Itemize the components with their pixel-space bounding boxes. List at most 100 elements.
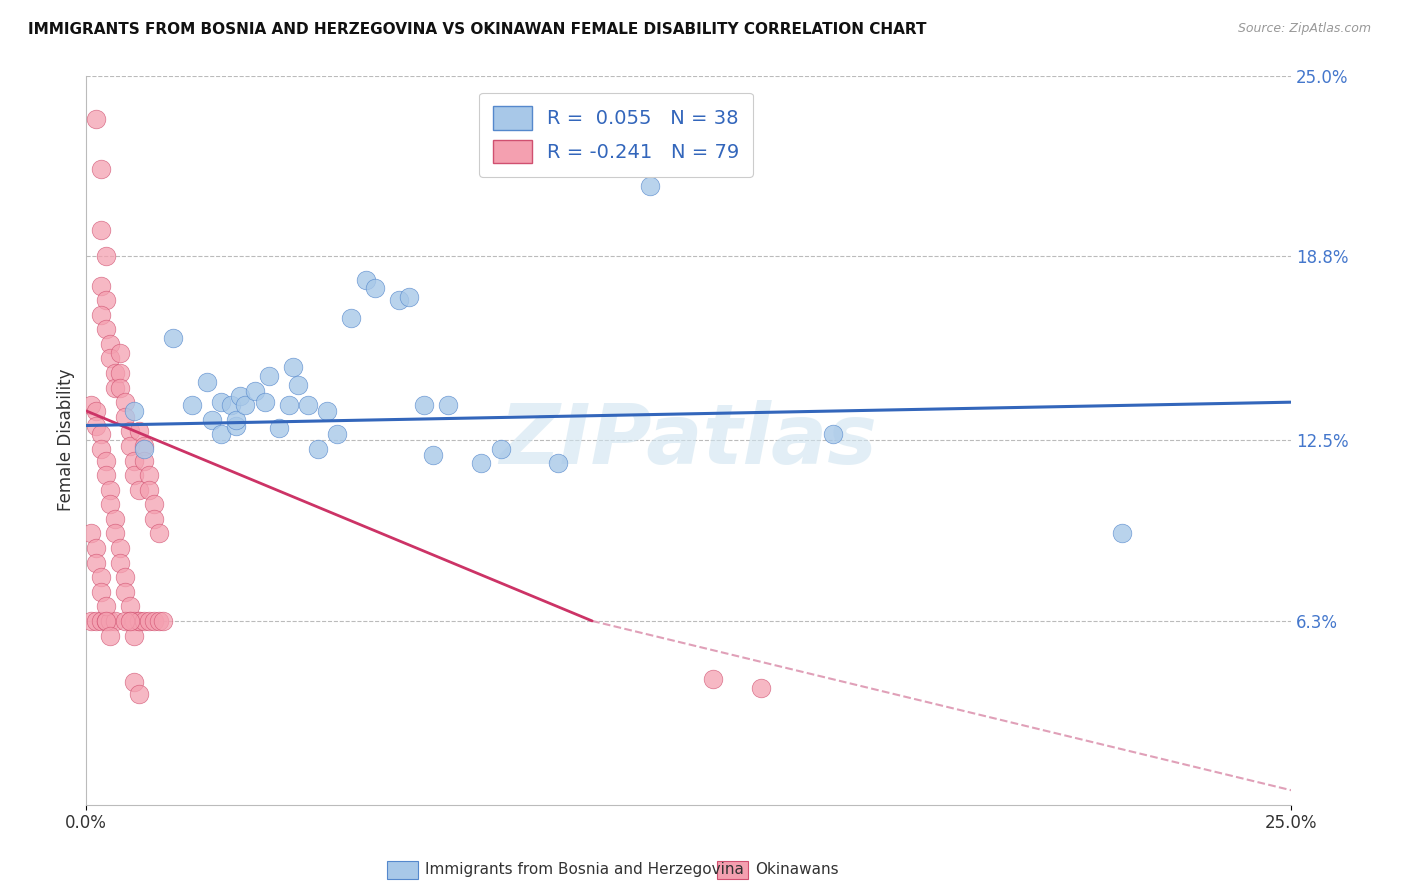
Point: [124, 614, 146, 628]
Point: [124, 468, 146, 483]
Point: [638, 179, 661, 194]
Point: [354, 273, 377, 287]
Point: [124, 453, 146, 467]
Point: [90, 223, 112, 237]
Text: IMMIGRANTS FROM BOSNIA AND HERZEGOVINA VS OKINAWAN FEMALE DISABILITY CORRELATION: IMMIGRANTS FROM BOSNIA AND HERZEGOVINA V…: [28, 22, 927, 37]
Point: [132, 439, 155, 453]
Point: [209, 395, 232, 409]
Point: [118, 425, 141, 439]
Point: [547, 457, 569, 471]
Point: [114, 614, 136, 628]
Point: [364, 281, 387, 295]
Point: [118, 439, 141, 453]
Point: [100, 336, 122, 351]
Point: [148, 526, 170, 541]
Point: [90, 570, 112, 584]
Point: [412, 398, 434, 412]
Point: [128, 687, 150, 701]
Point: [702, 673, 724, 687]
Point: [340, 310, 363, 325]
Point: [162, 331, 184, 345]
Point: [84, 112, 107, 127]
Point: [108, 366, 131, 380]
Point: [398, 290, 420, 304]
Point: [90, 427, 112, 442]
Point: [84, 556, 107, 570]
Point: [100, 497, 122, 511]
Point: [124, 404, 146, 418]
Y-axis label: Female Disability: Female Disability: [58, 369, 75, 511]
Point: [100, 483, 122, 497]
Point: [138, 468, 160, 483]
Point: [90, 161, 112, 176]
Point: [132, 442, 155, 456]
Point: [233, 398, 256, 412]
Point: [138, 483, 160, 497]
Point: [821, 427, 844, 442]
Point: [267, 421, 290, 435]
Point: [80, 398, 103, 412]
Point: [307, 442, 329, 456]
Point: [422, 448, 444, 462]
Point: [100, 351, 122, 366]
Point: [90, 308, 112, 322]
Point: [108, 541, 131, 555]
Point: [142, 497, 165, 511]
Point: [90, 442, 112, 456]
Point: [436, 398, 458, 412]
Point: [142, 614, 165, 628]
Point: [749, 681, 772, 695]
Point: [132, 453, 155, 467]
Point: [388, 293, 411, 307]
Point: [118, 614, 141, 628]
Point: [225, 412, 247, 426]
Point: [326, 427, 349, 442]
Point: [470, 457, 492, 471]
Point: [142, 512, 165, 526]
Point: [297, 398, 319, 412]
Point: [104, 366, 127, 380]
Point: [287, 377, 309, 392]
Point: [94, 293, 117, 307]
Point: [219, 398, 242, 412]
Point: [100, 628, 122, 642]
Point: [104, 381, 127, 395]
Text: Immigrants from Bosnia and Herzegovina: Immigrants from Bosnia and Herzegovina: [425, 863, 744, 877]
Point: [138, 614, 160, 628]
Point: [124, 675, 146, 690]
Point: [80, 614, 103, 628]
Point: [225, 418, 247, 433]
Point: [94, 599, 117, 614]
Point: [118, 614, 141, 628]
Point: [94, 322, 117, 336]
Point: [243, 384, 266, 398]
Point: [316, 404, 339, 418]
Point: [90, 614, 112, 628]
Point: [283, 360, 305, 375]
Point: [80, 526, 103, 541]
Point: [108, 345, 131, 359]
Point: [94, 614, 117, 628]
Point: [200, 412, 222, 426]
Point: [84, 541, 107, 555]
Point: [114, 395, 136, 409]
Point: [94, 249, 117, 263]
Point: [114, 409, 136, 424]
Point: [181, 398, 204, 412]
Point: [100, 614, 122, 628]
Point: [128, 614, 150, 628]
Point: [195, 375, 218, 389]
Point: [1111, 526, 1133, 541]
Point: [90, 278, 112, 293]
Point: [118, 599, 141, 614]
Point: [259, 368, 281, 383]
Text: ZIPatlas: ZIPatlas: [499, 400, 877, 481]
Point: [148, 614, 170, 628]
Point: [209, 427, 232, 442]
Point: [84, 614, 107, 628]
Point: [124, 628, 146, 642]
Point: [104, 512, 127, 526]
Point: [128, 614, 150, 628]
Point: [277, 398, 299, 412]
Point: [108, 556, 131, 570]
